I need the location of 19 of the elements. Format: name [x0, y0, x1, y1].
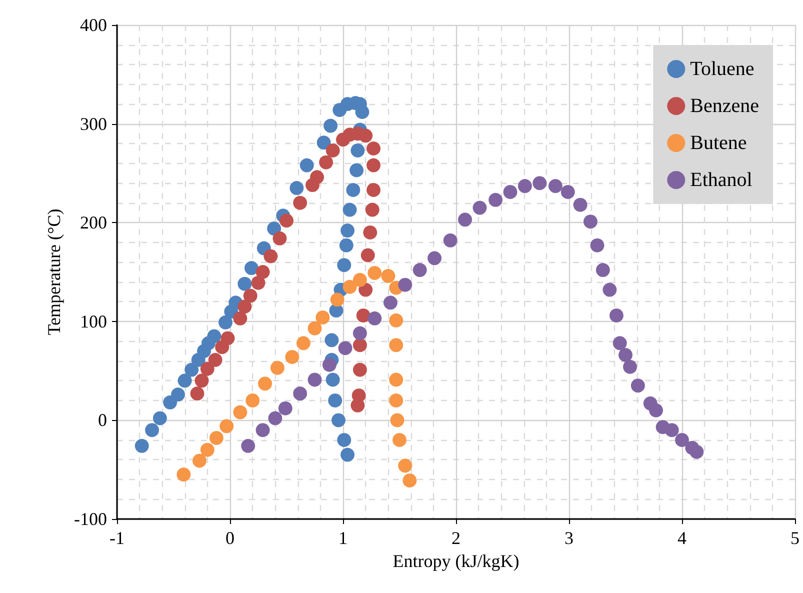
legend-label: Butene	[690, 132, 747, 154]
x-tick-label: 2	[452, 528, 460, 548]
legend-label: Benzene	[690, 95, 760, 117]
y-tick-label: -100	[74, 509, 107, 529]
x-axis-title: Entropy (kJ/kgK)	[392, 550, 520, 571]
x-tick-label: 1	[338, 528, 348, 548]
x-tick-label: -1	[110, 528, 124, 548]
y-tick-label: 400	[80, 15, 107, 35]
legend-label: Toluene	[690, 58, 754, 80]
y-tick-label: 0	[98, 410, 107, 430]
legend-label: Ethanol	[690, 169, 753, 191]
y-axis-title: Temperature (°C)	[44, 208, 64, 336]
x-tick-label: 5	[790, 528, 800, 548]
x-tick-label: 4	[678, 528, 686, 548]
y-tick-label: 300	[80, 114, 107, 134]
y-tick-label: 100	[80, 311, 107, 332]
x-tick-label: 0	[226, 528, 234, 548]
x-tick-label: 3	[564, 528, 574, 548]
y-tick-label: 200	[80, 212, 107, 233]
